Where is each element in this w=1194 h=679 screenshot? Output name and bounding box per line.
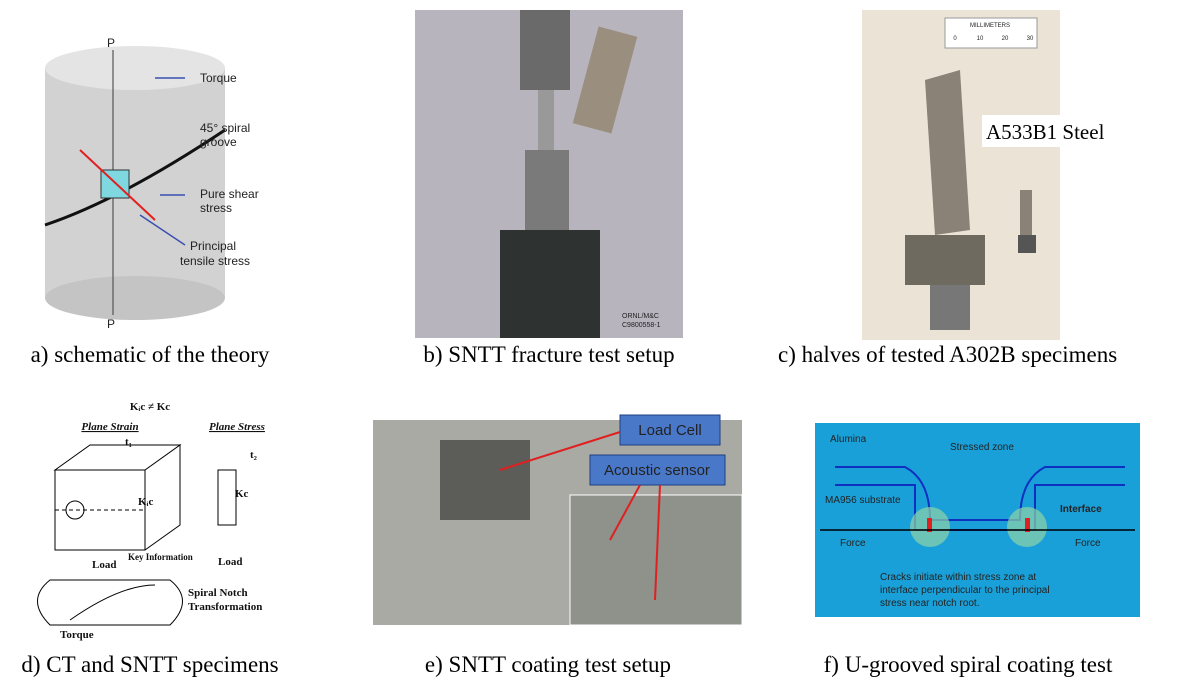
- cylinder-bottom: [45, 276, 225, 320]
- panel-f: Alumina Stressed zone MA956 substrate In…: [815, 423, 1140, 677]
- label: A533B1 Steel: [986, 120, 1105, 144]
- caption: d) CT and SNTT specimens: [21, 652, 278, 677]
- label: Kᵢc ≠ Kc: [130, 401, 170, 413]
- specimen-head: [905, 235, 985, 285]
- label: Acoustic sensor: [604, 462, 710, 479]
- specimen: [538, 90, 554, 150]
- label: Plane Stress: [209, 421, 265, 433]
- label: Stressed zone: [950, 442, 1014, 453]
- label: Torque: [60, 629, 94, 641]
- label: Kᵢc: [138, 496, 154, 508]
- label: Torque: [200, 71, 237, 85]
- label: Load: [218, 556, 242, 568]
- label: Interface: [1060, 504, 1102, 515]
- label: Force: [840, 538, 866, 549]
- sntt-cylinder: [38, 580, 183, 625]
- label: tensile stress: [180, 254, 250, 268]
- label: t₁: [125, 436, 132, 448]
- figure: P Torque 45° spiral groove Pure shear st…: [0, 0, 1194, 679]
- ct-block: [55, 445, 180, 550]
- label: MILLIMETERS: [970, 23, 1010, 29]
- caption: c) halves of tested A302B specimens: [778, 342, 1117, 367]
- label: 45° spiral: [200, 121, 250, 135]
- label: Plane Strain: [81, 421, 138, 433]
- panel-e: Load Cell Acoustic sensor e) SNTT coatin…: [373, 415, 742, 677]
- panel-b: ORNL/M&C C9800558-1 b) SNTT fracture tes…: [415, 10, 683, 367]
- label: Force: [1075, 538, 1101, 549]
- label: 20: [1002, 36, 1009, 42]
- page: P Torque 45° spiral groove Pure shear st…: [0, 0, 1194, 679]
- label: C9800558-1: [622, 322, 661, 329]
- cylinder-top: [45, 46, 225, 90]
- specimen-small: [1020, 190, 1032, 235]
- grip: [525, 150, 569, 230]
- label: 10: [977, 36, 984, 42]
- label: 30: [1027, 36, 1034, 42]
- panel-c: MILLIMETERS 0 10 20 30 A533B1 Steel c) h…: [778, 10, 1122, 367]
- label: Pure shear: [200, 187, 259, 201]
- grip: [520, 10, 570, 90]
- label: stress near notch root.: [880, 598, 980, 609]
- label: Spiral Notch: [188, 587, 248, 599]
- label: MA956 substrate: [825, 495, 901, 506]
- label: t₂: [250, 449, 258, 461]
- label: Key Information: [128, 552, 193, 562]
- label: Load Cell: [638, 422, 701, 439]
- label: stress: [200, 201, 232, 215]
- label: groove: [200, 135, 237, 149]
- panel-a: P Torque 45° spiral groove Pure shear st…: [31, 36, 270, 367]
- load-cell: [500, 230, 600, 338]
- label: Transformation: [188, 601, 262, 613]
- caption: e) SNTT coating test setup: [425, 652, 671, 677]
- caption: f) U-grooved spiral coating test: [824, 652, 1113, 677]
- label: Alumina: [830, 434, 867, 445]
- label: Cracks initiate within stress zone at: [880, 572, 1036, 583]
- label: P: [107, 36, 115, 50]
- caption: b) SNTT fracture test setup: [423, 342, 674, 367]
- load-cell: [440, 440, 530, 520]
- specimen-small-head: [1018, 235, 1036, 253]
- label: Principal: [190, 239, 236, 253]
- label: interface perpendicular to the principal: [880, 585, 1050, 596]
- thin-specimen: [218, 470, 236, 525]
- label: Load: [92, 559, 116, 571]
- label: ORNL/M&C: [622, 313, 659, 320]
- thread: [930, 285, 970, 330]
- label: Kc: [235, 488, 249, 500]
- caption: a) schematic of the theory: [31, 342, 270, 367]
- label: P: [107, 317, 115, 331]
- panel-d: Kᵢc ≠ Kc Plane Strain Plane Stress t₁ t₂…: [21, 401, 278, 677]
